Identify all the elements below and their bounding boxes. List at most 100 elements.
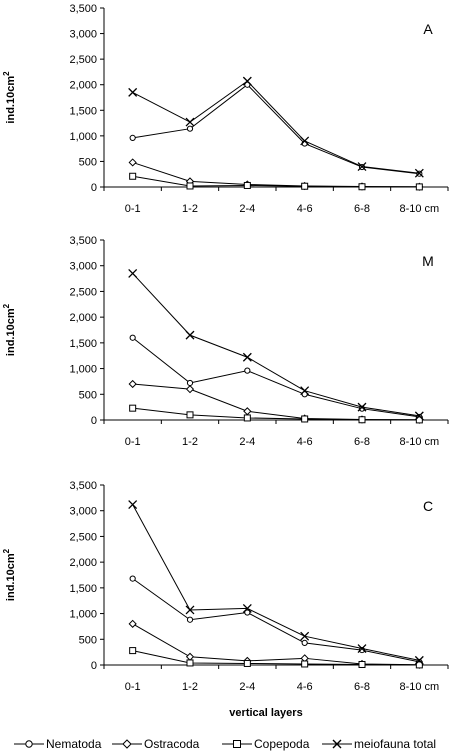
y-tick-label: 3,500 [69, 480, 97, 492]
x-tick-label: 0-1 [125, 681, 141, 693]
series-nematoda [129, 81, 423, 177]
legend: Nematoda Ostracoda Copepoda meiofauna to… [14, 737, 436, 751]
chart-panel-a: 0 500 1,000 1,500 2,000 2,500 3,000 3,500 0-1 1-2… [2, 3, 449, 215]
data-point-copepoda [186, 182, 194, 190]
data-point-copepoda [301, 660, 309, 668]
panel-label: C [423, 498, 433, 514]
x-tick-label: 4-6 [297, 203, 313, 215]
y-tick-label: 0 [91, 182, 97, 194]
data-point-meiofauna-total [128, 268, 138, 278]
data-point-ostracoda [128, 158, 137, 167]
data-point-copepoda [186, 411, 194, 419]
x-tick-label: 4-6 [297, 436, 313, 448]
y-axis-label: ind.10cm2 [2, 548, 17, 601]
legend-marker-square-icon [233, 740, 241, 748]
data-point-copepoda [129, 404, 137, 412]
y-tick-label: 2,500 [69, 54, 97, 66]
data-point-nematoda [129, 575, 136, 582]
y-tick-label: 2,000 [69, 557, 97, 569]
data-point-meiofauna-total [414, 411, 424, 421]
data-point-nematoda [244, 81, 251, 88]
legend-item-nematoda: Nematoda [14, 737, 102, 751]
series-copepoda [129, 647, 423, 669]
legend-label-nematoda: Nematoda [46, 737, 102, 751]
y-tick-label: 2,500 [69, 286, 97, 298]
data-point-nematoda [244, 609, 251, 616]
series-copepoda [129, 404, 423, 424]
data-point-ostracoda [185, 385, 195, 394]
y-axis-label: ind.10cm2 [2, 71, 17, 124]
data-point-meiofauna-total [300, 631, 310, 641]
data-point-nematoda [301, 639, 308, 646]
data-point-meiofauna-total [300, 136, 310, 146]
data-point-copepoda [129, 172, 137, 180]
data-point-ostracoda [128, 379, 137, 389]
data-point-meiofauna-total [414, 168, 424, 178]
series-meiofauna-total [128, 500, 424, 665]
x-tick-label: 1-2 [182, 681, 198, 693]
y-tick-label: 500 [79, 634, 97, 646]
x-tick-label: 8-10 cm [399, 681, 439, 693]
data-point-meiofauna-total [357, 162, 367, 172]
chart-panel-c: 0 500 1,000 1,500 2,000 2,500 3,000 3,500 0-1 1-2… [2, 480, 449, 693]
series-meiofauna-total [128, 76, 424, 178]
data-point-copepoda [415, 416, 423, 424]
x-axis-title: vertical layers [229, 707, 302, 719]
y-tick-label: 1,000 [69, 609, 97, 621]
data-point-meiofauna-total [128, 500, 138, 510]
data-point-copepoda [301, 182, 309, 190]
series-nematoda [129, 334, 423, 421]
x-tick-label: 1-2 [182, 436, 198, 448]
y-tick-label: 3,500 [69, 235, 97, 247]
series-nematoda [129, 575, 423, 666]
data-point-meiofauna-total [414, 655, 424, 665]
legend-label-ostracoda: Ostracoda [144, 737, 200, 751]
y-tick-label: 1,000 [69, 131, 97, 143]
x-tick-label: 2-4 [239, 681, 255, 693]
legend-marker-circle-icon [25, 740, 33, 748]
data-point-meiofauna-total [185, 330, 195, 340]
x-tick-label: 0-1 [125, 436, 141, 448]
data-point-meiofauna-total [357, 402, 367, 412]
y-tick-label: 0 [91, 660, 97, 672]
panel-label: M [422, 253, 434, 269]
data-point-nematoda [186, 616, 194, 623]
y-tick-label: 2,000 [69, 312, 97, 324]
data-point-meiofauna-total [185, 117, 195, 127]
data-point-meiofauna-total [128, 87, 138, 97]
data-point-nematoda [129, 334, 136, 341]
legend-item-meiofauna-total: meiofauna total [322, 737, 436, 751]
data-point-copepoda [358, 183, 366, 191]
legend-label-copepoda: Copepoda [254, 737, 310, 751]
series-ostracoda [128, 379, 424, 424]
series-line-meiofauna-total [132, 504, 420, 661]
x-tick-label: 1-2 [182, 203, 198, 215]
chart-panels: 0 500 1,000 1,500 2,000 2,500 3,000 3,500 0-1 1-2… [2, 3, 449, 693]
series-line-meiofauna-total [132, 80, 420, 174]
chart-panel-m: 0 500 1,000 1,500 2,000 2,500 3,000 3,500 0-1 1-2… [2, 235, 449, 448]
series-line-nematoda [132, 578, 420, 663]
y-tick-label: 1,000 [69, 364, 97, 376]
series-line-copepoda [132, 175, 420, 188]
series-line-copepoda [132, 650, 420, 666]
series-line-nematoda [132, 337, 420, 418]
x-tick-label: 8-10 cm [399, 436, 439, 448]
data-point-copepoda [186, 659, 194, 667]
data-point-ostracoda [128, 619, 137, 628]
data-point-meiofauna-total [242, 352, 252, 362]
legend-label-meiofauna-total: meiofauna total [354, 737, 436, 751]
legend-item-copepoda: Copepoda [222, 737, 310, 751]
y-tick-label: 3,000 [69, 261, 97, 273]
x-tick-label: 8-10 cm [399, 203, 439, 215]
data-point-nematoda [301, 391, 308, 398]
data-point-meiofauna-total [357, 644, 367, 654]
series-line-meiofauna-total [132, 273, 420, 417]
x-tick-label: 4-6 [297, 681, 313, 693]
x-tick-label: 6-8 [354, 681, 370, 693]
x-tick-label: 6-8 [354, 436, 370, 448]
y-axis-label: ind.10cm2 [2, 303, 17, 356]
y-tick-label: 3,000 [69, 29, 97, 41]
y-tick-label: 2,000 [69, 80, 97, 92]
data-point-copepoda [301, 415, 309, 423]
